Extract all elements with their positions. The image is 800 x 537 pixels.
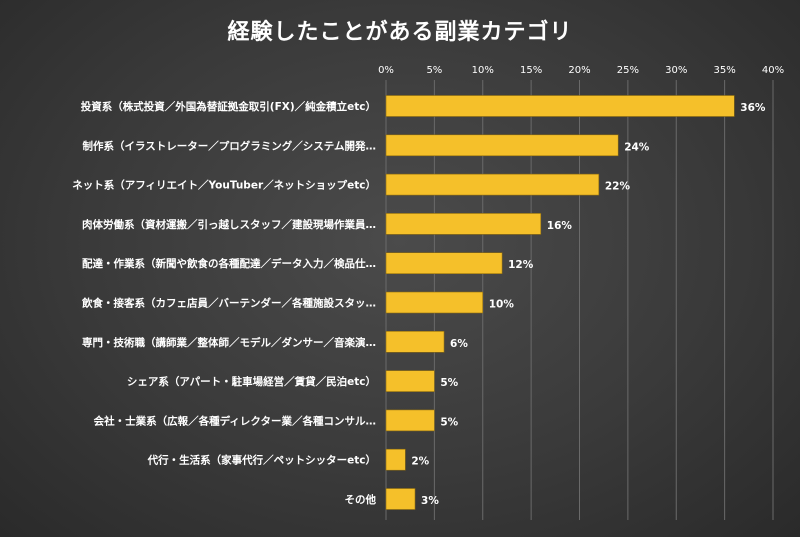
bar [385,370,435,392]
x-tick-label: 0% [378,65,394,76]
bar [385,95,735,117]
x-tick-label: 40% [762,65,784,76]
bar [385,291,484,314]
bar [385,173,600,196]
x-tick-label: 15% [520,65,542,76]
data-label: 5% [440,377,458,389]
category-label: シェア系（アパート・駐車場経営／賃貸／民泊etc） [127,375,376,388]
data-label: 10% [489,299,515,311]
x-tick-label: 25% [617,65,639,76]
data-label: 12% [508,259,534,271]
x-tick-label: 30% [665,65,687,76]
category-label: 会社・士業系（広報／各種ディレクター業／各種コンサル… [94,414,376,427]
data-label: 3% [421,495,439,507]
category-label: 飲食・接客系（カフェ店員／バーテンダー／各種施設スタッ… [81,297,376,310]
bar [385,488,416,510]
chart-title: 経験したことがある副業カテゴリ [227,20,573,45]
data-label: 16% [547,220,573,232]
bar [385,448,406,471]
x-tick-label: 10% [472,65,494,76]
category-labels: 投資系（株式投資／外国為替証拠金取引(FX)／純金積立etc） 制作系（イラストレ… [72,100,376,506]
x-tick-label: 20% [568,65,590,76]
category-label: 配達・作業系（新聞や飲食の各種配達／データ入力／検品仕… [82,257,376,270]
category-label: 専門・技術職（講師業／整体師／モデル／ダンサー／音楽演… [82,336,376,349]
data-label: 22% [605,181,631,193]
category-label: 代行・生活系（家事代行／ペットシッターetc） [147,454,376,467]
bar [385,409,435,432]
category-label: 制作系（イラストレーター／プログラミング／システム開発… [83,139,376,152]
data-label: 5% [440,416,458,428]
data-labels: 36% 24% 22% 16% 12% 10% 6% 5% 5% 2% 3% [411,102,766,507]
bar [385,134,619,157]
category-label: その他 [345,493,377,506]
bar [385,252,503,274]
x-tick-label: 5% [426,65,442,76]
category-label: 肉体労働系（資材運搬／引っ越しスタッフ／建設現場作業員… [82,218,376,231]
bar [385,213,542,235]
category-label: 投資系（株式投資／外国為替証拠金取引(FX)／純金積立etc） [81,100,376,113]
x-axis-ticks: 0% 5% 10% 15% 20% 25% 30% 35% 40% [378,65,784,76]
bar [385,330,445,353]
data-label: 2% [411,456,429,468]
x-tick-label: 35% [714,65,736,76]
data-label: 36% [740,102,766,114]
data-label: 6% [450,338,468,350]
bars [385,95,735,510]
data-label: 24% [624,141,650,153]
category-label: ネット系（アフィリエイト／YouTuber／ネットショップetc） [72,179,376,192]
